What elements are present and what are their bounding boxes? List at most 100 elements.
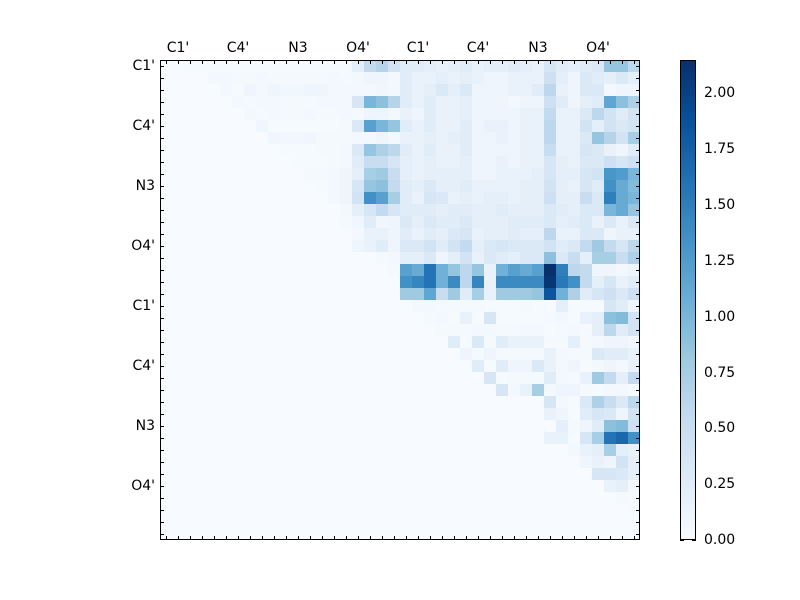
heatmap-cell <box>304 348 316 360</box>
heatmap-cell <box>352 72 364 84</box>
heatmap-cell <box>568 120 580 132</box>
heatmap-cell <box>316 384 328 396</box>
heatmap-cell <box>412 132 424 144</box>
heatmap-cell <box>220 348 232 360</box>
heatmap-cell <box>220 468 232 480</box>
heatmap-cell <box>472 456 484 468</box>
heatmap-cell <box>424 144 436 156</box>
heatmap-cell <box>268 228 280 240</box>
tick-mark <box>680 540 684 541</box>
tick-mark <box>160 234 164 235</box>
heatmap-cell <box>460 84 472 96</box>
heatmap-cell <box>484 72 496 84</box>
heatmap-cell <box>232 60 244 72</box>
heatmap-cell <box>400 480 412 492</box>
heatmap-cell <box>220 120 232 132</box>
heatmap-cell <box>328 60 340 72</box>
heatmap-cell <box>208 336 220 348</box>
heatmap-cell <box>568 348 580 360</box>
heatmap-cell <box>448 120 460 132</box>
heatmap-cell <box>544 144 556 156</box>
tick-mark <box>636 114 640 115</box>
heatmap-cell <box>628 156 640 168</box>
heatmap-cell <box>592 336 604 348</box>
heatmap-cell <box>460 336 472 348</box>
tick-mark <box>160 126 164 127</box>
tick-mark <box>598 60 599 64</box>
heatmap-cell <box>592 240 604 252</box>
heatmap-cell <box>436 504 448 516</box>
heatmap-cell <box>580 192 592 204</box>
tick-mark <box>160 270 164 271</box>
heatmap-cell <box>508 72 520 84</box>
heatmap-cell <box>256 420 268 432</box>
tick-mark <box>636 390 640 391</box>
heatmap-cell <box>628 132 640 144</box>
heatmap-cell <box>496 180 508 192</box>
heatmap-cell <box>184 492 196 504</box>
heatmap-cell <box>160 372 172 384</box>
heatmap-cell <box>376 300 388 312</box>
heatmap-cell <box>604 420 616 432</box>
heatmap-cell <box>244 252 256 264</box>
heatmap-cell <box>232 408 244 420</box>
heatmap-cell <box>328 252 340 264</box>
heatmap-cell <box>232 372 244 384</box>
heatmap-cell <box>172 144 184 156</box>
tick-mark <box>160 390 164 391</box>
heatmap-cell <box>280 84 292 96</box>
heatmap-cell <box>448 372 460 384</box>
heatmap-cell <box>544 408 556 420</box>
heatmap-cell <box>220 480 232 492</box>
heatmap-cell <box>220 528 232 540</box>
heatmap-cell <box>220 384 232 396</box>
heatmap-cell <box>160 132 172 144</box>
heatmap-cell <box>388 324 400 336</box>
tick-mark <box>160 486 164 487</box>
heatmap-cell <box>544 336 556 348</box>
heatmap-cell <box>172 348 184 360</box>
heatmap-cell <box>568 456 580 468</box>
heatmap-cell <box>568 60 580 72</box>
heatmap-cell <box>244 492 256 504</box>
heatmap-cell <box>568 288 580 300</box>
heatmap-cell <box>568 240 580 252</box>
heatmap-cell <box>256 252 268 264</box>
heatmap-cell <box>340 324 352 336</box>
heatmap-cell <box>520 132 532 144</box>
heatmap-cell <box>388 444 400 456</box>
heatmap-cell <box>472 84 484 96</box>
tick-mark <box>160 258 164 259</box>
heatmap-cell <box>592 420 604 432</box>
heatmap-cell <box>352 528 364 540</box>
heatmap-cell <box>424 420 436 432</box>
heatmap-cell <box>532 204 544 216</box>
heatmap-cell <box>604 276 616 288</box>
heatmap-cell <box>424 216 436 228</box>
heatmap-cell <box>268 504 280 516</box>
heatmap-cell <box>448 408 460 420</box>
tick-mark <box>394 60 395 64</box>
heatmap-cell <box>388 156 400 168</box>
heatmap-cell <box>544 252 556 264</box>
heatmap-cell <box>532 492 544 504</box>
heatmap-cell <box>268 516 280 528</box>
heatmap-cell <box>424 336 436 348</box>
heatmap-cell <box>304 120 316 132</box>
heatmap-cell <box>628 204 640 216</box>
heatmap-cell <box>280 504 292 516</box>
x-tick-label: O4' <box>346 40 370 56</box>
heatmap-cell <box>628 408 640 420</box>
heatmap-cell <box>496 120 508 132</box>
heatmap-cell <box>244 132 256 144</box>
heatmap-cell <box>196 492 208 504</box>
heatmap-cell <box>448 84 460 96</box>
heatmap-cell <box>220 252 232 264</box>
heatmap-cell <box>184 384 196 396</box>
heatmap-cell <box>532 228 544 240</box>
heatmap-cell <box>520 492 532 504</box>
heatmap-cell <box>412 468 424 480</box>
tick-mark <box>202 60 203 64</box>
tick-mark <box>166 536 167 540</box>
heatmap-cell <box>412 204 424 216</box>
